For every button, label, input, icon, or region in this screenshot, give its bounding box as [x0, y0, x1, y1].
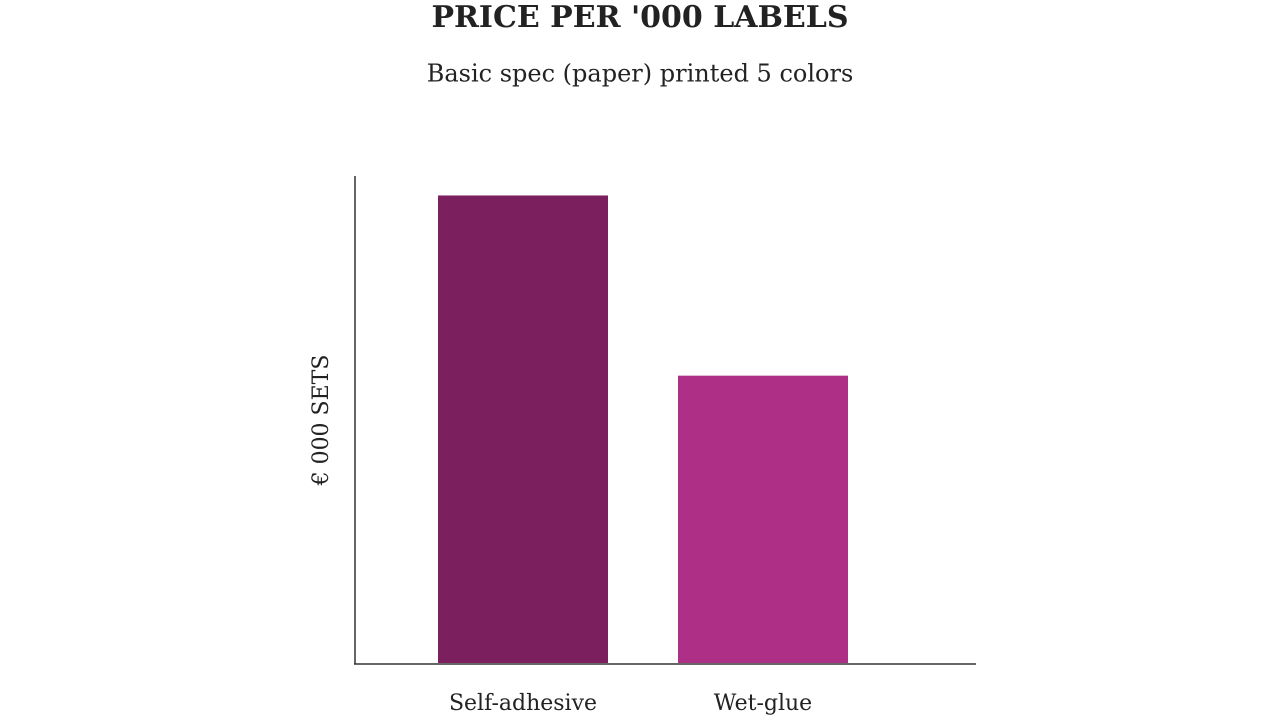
bar	[438, 195, 608, 664]
y-axis-label: € 000 SETS	[309, 355, 334, 487]
chart-subtitle: Basic spec (paper) printed 5 colors	[427, 60, 854, 88]
x-tick-label: Wet-glue	[714, 691, 812, 716]
chart-title: PRICE PER '000 LABELS	[431, 0, 848, 35]
x-tick-label: Self-adhesive	[449, 691, 597, 716]
bar	[678, 375, 848, 663]
